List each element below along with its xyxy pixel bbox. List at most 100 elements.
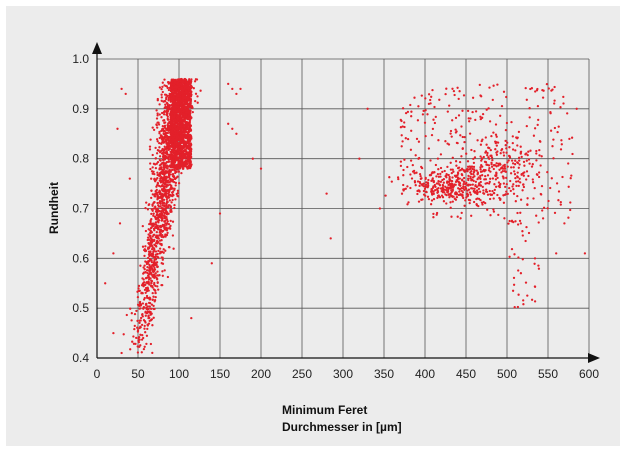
data-point (174, 184, 177, 187)
data-point (180, 86, 184, 89)
data-point (180, 171, 183, 175)
data-point (486, 193, 490, 196)
data-point (522, 174, 525, 177)
data-point (535, 152, 538, 155)
data-point (169, 177, 172, 181)
data-point (154, 226, 158, 230)
data-point (461, 147, 464, 151)
data-point (406, 165, 409, 169)
data-point (457, 114, 461, 117)
data-point (527, 150, 530, 153)
data-point (494, 185, 498, 188)
data-point (477, 204, 480, 208)
data-point (466, 189, 469, 192)
data-point (164, 105, 167, 108)
data-point (166, 94, 169, 98)
data-point (541, 88, 544, 92)
data-point (161, 152, 164, 155)
data-point (506, 165, 509, 168)
data-point (162, 165, 166, 168)
data-point (533, 300, 537, 303)
data-point (137, 284, 141, 288)
data-point (505, 151, 508, 154)
data-point (158, 113, 161, 116)
data-point (498, 162, 502, 165)
data-point (173, 152, 177, 155)
data-point (150, 177, 153, 180)
data-point (183, 155, 187, 158)
data-point (495, 162, 498, 165)
data-point (435, 182, 439, 185)
data-point (513, 163, 517, 166)
data-point (161, 85, 164, 89)
data-point (447, 193, 451, 196)
y-tick-label: 1.0 (72, 52, 89, 66)
data-point (453, 197, 456, 200)
x-tick-label: 0 (94, 367, 101, 381)
data-point (535, 159, 538, 162)
data-point (507, 222, 510, 225)
data-point (505, 176, 508, 180)
data-point (436, 172, 440, 176)
data-point (458, 177, 461, 180)
data-point (188, 152, 192, 156)
data-point (499, 114, 502, 117)
data-point (446, 190, 450, 193)
data-point (492, 210, 496, 213)
data-point (560, 143, 563, 146)
data-point (166, 131, 170, 135)
data-point (476, 171, 480, 174)
data-point (167, 88, 171, 92)
data-point (171, 116, 174, 119)
data-point (162, 207, 165, 210)
data-point (493, 164, 497, 167)
data-point (160, 111, 164, 115)
data-point (526, 203, 529, 206)
data-point (163, 193, 166, 197)
data-point (479, 155, 482, 158)
data-point (185, 144, 188, 147)
data-point (189, 144, 192, 148)
data-point (150, 281, 153, 285)
data-point (433, 183, 437, 187)
data-point (555, 252, 558, 255)
data-point (421, 184, 424, 187)
data-point (430, 133, 434, 137)
data-point (174, 181, 178, 185)
data-point (462, 196, 465, 200)
data-point (511, 185, 514, 188)
data-point (476, 173, 479, 176)
data-point (446, 180, 449, 183)
data-point (146, 324, 150, 327)
data-point (443, 188, 446, 191)
data-point (175, 97, 178, 100)
data-point (499, 198, 502, 202)
data-point (413, 96, 416, 99)
data-point (520, 173, 523, 176)
data-point (406, 185, 409, 188)
data-point (539, 164, 542, 167)
data-point (172, 247, 175, 250)
data-point (400, 145, 403, 148)
data-point (231, 87, 234, 91)
data-point (172, 124, 175, 127)
data-point (404, 137, 407, 140)
data-point (519, 145, 522, 148)
data-point (420, 198, 423, 201)
data-point (188, 118, 192, 121)
data-point (160, 96, 163, 99)
data-point (165, 140, 168, 143)
data-point (152, 264, 155, 267)
data-point (163, 168, 166, 171)
data-point (145, 294, 149, 298)
data-point (163, 125, 166, 128)
data-point (518, 163, 521, 166)
data-point (442, 200, 446, 203)
data-point (424, 190, 428, 193)
x-tick-label: 50 (131, 367, 145, 381)
data-point (163, 156, 166, 160)
data-point (479, 198, 482, 202)
data-point (155, 109, 158, 112)
data-point (188, 134, 191, 138)
data-point (474, 184, 477, 188)
